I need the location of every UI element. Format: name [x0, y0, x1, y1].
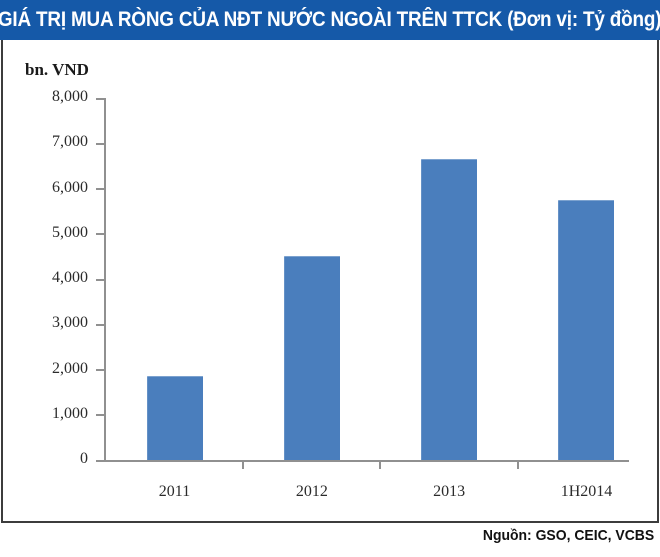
chart-title: GIÁ TRỊ MUA RÒNG CỦA NĐT NƯỚC NGOÀI TRÊN… — [0, 8, 660, 31]
source-line: Nguồn: GSO, CEIC, VCBS — [0, 527, 654, 544]
chart-title-banner: GIÁ TRỊ MUA RÒNG CỦA NĐT NƯỚC NGOÀI TRÊN… — [0, 0, 660, 40]
chart-frame — [1, 40, 659, 523]
source-text: Nguồn: GSO, CEIC, VCBS — [482, 527, 654, 544]
